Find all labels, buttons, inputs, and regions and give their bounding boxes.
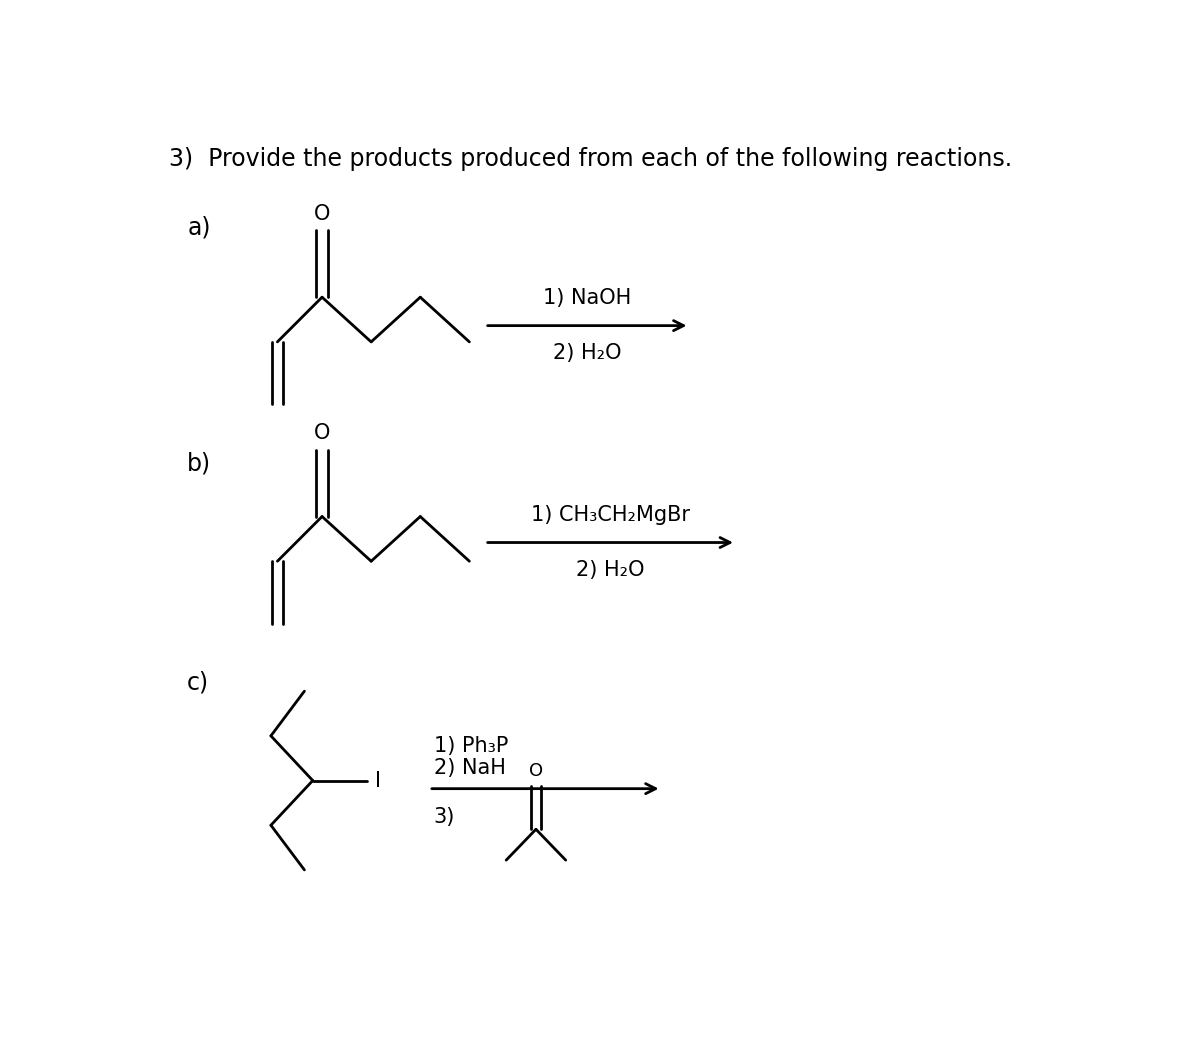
Text: I: I xyxy=(374,770,380,790)
Text: 1) CH₃CH₂MgBr: 1) CH₃CH₂MgBr xyxy=(530,504,690,524)
Text: 2) H₂O: 2) H₂O xyxy=(576,560,644,580)
Text: O: O xyxy=(314,204,330,224)
Text: 1) Ph₃P: 1) Ph₃P xyxy=(433,736,508,756)
Text: c): c) xyxy=(187,671,209,695)
Text: 2) NaH: 2) NaH xyxy=(433,759,505,779)
Text: 1) NaOH: 1) NaOH xyxy=(542,288,631,308)
Text: a): a) xyxy=(187,216,211,239)
Text: b): b) xyxy=(187,452,211,476)
Text: 2) H₂O: 2) H₂O xyxy=(553,344,622,364)
Text: O: O xyxy=(314,423,330,443)
Text: O: O xyxy=(529,762,544,780)
Text: 3)  Provide the products produced from each of the following reactions.: 3) Provide the products produced from ea… xyxy=(168,147,1012,171)
Text: 3): 3) xyxy=(433,806,455,826)
